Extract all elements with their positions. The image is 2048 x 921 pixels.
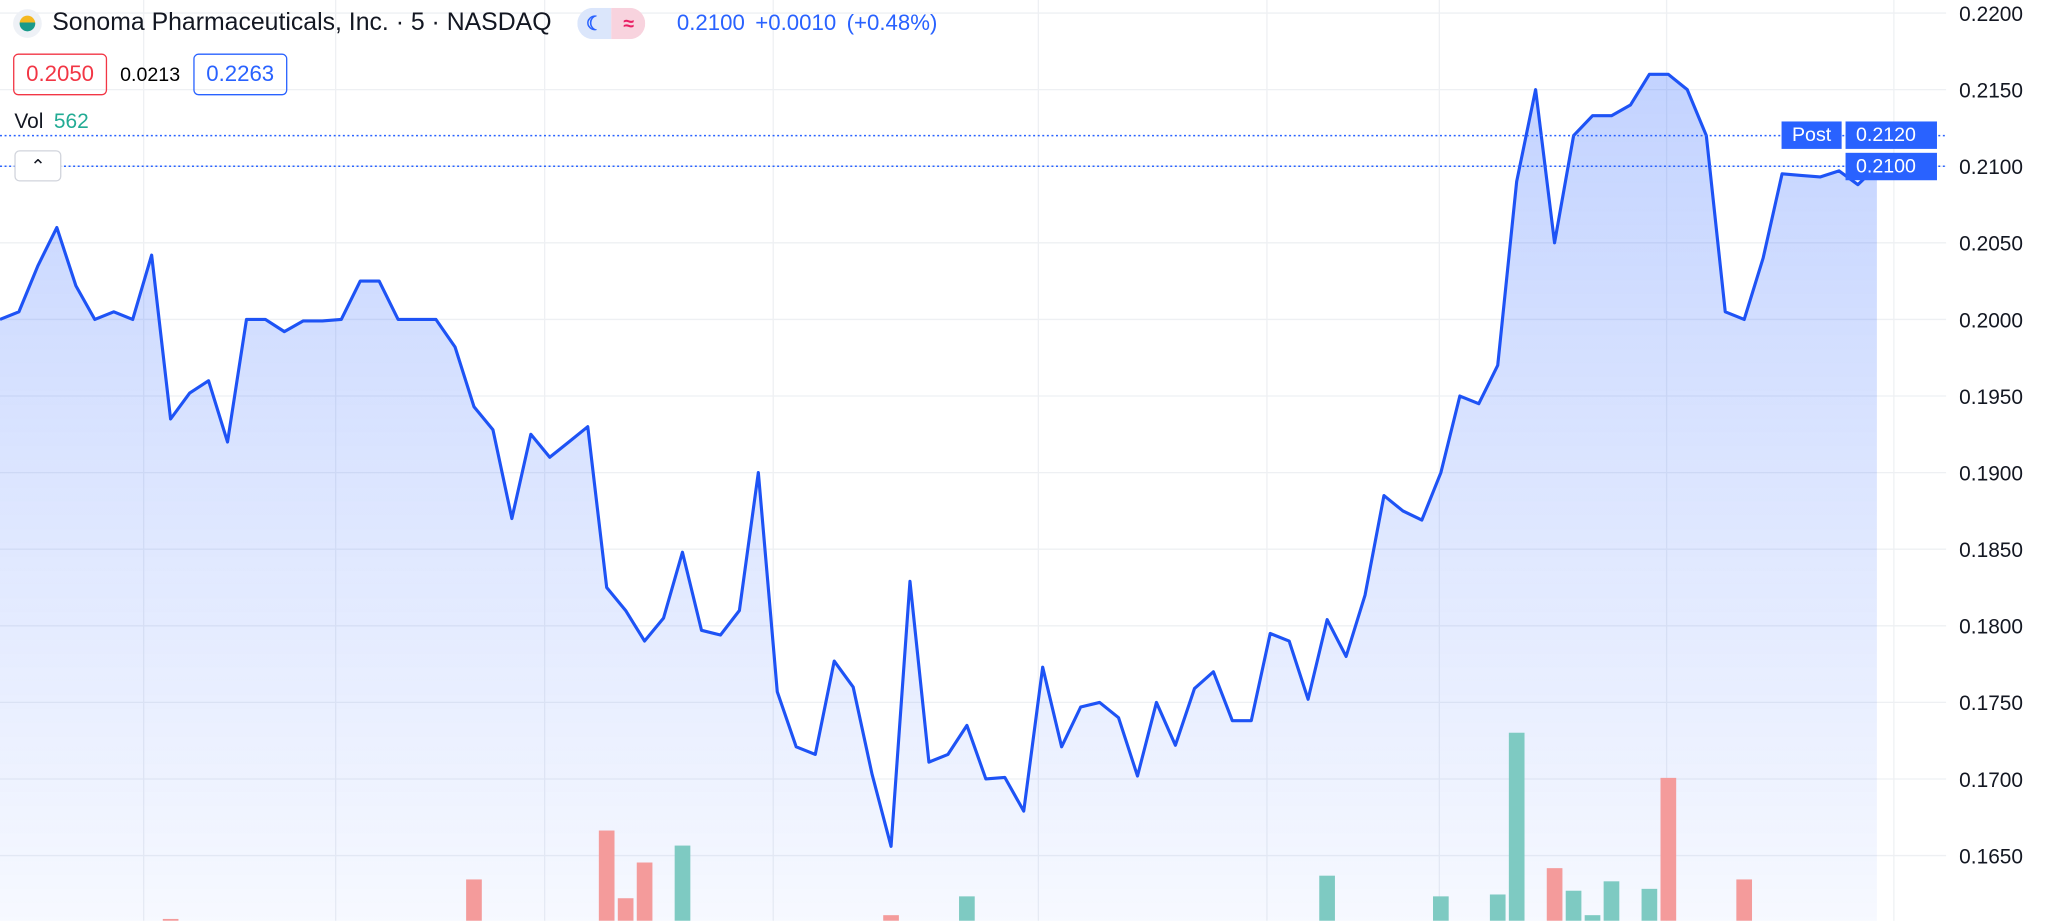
y-tick-label: 0.1650 [1959, 845, 2023, 868]
volume-bar [1565, 890, 1582, 921]
collapse-button[interactable]: ⌃ [14, 150, 62, 182]
ask-button[interactable]: 0.2263 [193, 53, 288, 96]
approx-icon[interactable]: ≈ [611, 7, 646, 40]
volume-bar [674, 845, 691, 921]
volume-bar [1546, 868, 1563, 921]
volume-legend: Vol 562 [14, 111, 88, 135]
company-logo [13, 9, 42, 38]
price-change: +0.0010 [755, 10, 837, 36]
spread: 0.0213 [120, 63, 181, 86]
volume-bar [1433, 896, 1449, 921]
y-tick-label: 0.2050 [1959, 233, 2023, 256]
y-tick-label: 0.2150 [1959, 79, 2023, 102]
volume-bar [1319, 875, 1335, 921]
symbol-header: Sonoma Pharmaceuticals, Inc. · 5 · NASDA… [13, 7, 937, 40]
volume-bar [1603, 881, 1620, 921]
y-tick-label: 0.1950 [1959, 386, 2023, 409]
volume-value: 562 [53, 111, 89, 134]
volume-label: Vol [14, 111, 44, 134]
volume-bar [1736, 879, 1753, 921]
volume-bar [598, 830, 615, 921]
symbol-title[interactable]: Sonoma Pharmaceuticals, Inc. · 5 · NASDA… [52, 9, 552, 37]
quote: 0.2100 +0.0010 (+0.48%) [677, 10, 937, 36]
y-tick-label: 0.2000 [1959, 309, 2023, 332]
last-price: 0.2100 [676, 10, 745, 36]
y-tick-label: 0.2100 [1959, 156, 2023, 179]
volume-bar [1641, 888, 1658, 921]
bid-button[interactable]: 0.2050 [13, 53, 108, 96]
volume-bar [636, 862, 653, 921]
volume-bar [1660, 777, 1677, 921]
chevron-up-icon: ⌃ [30, 154, 46, 176]
volume-bar [617, 898, 634, 921]
volume-bar [162, 918, 179, 921]
volume-bar [959, 896, 975, 921]
volume-bar [466, 879, 482, 921]
y-tick-label: 0.1850 [1959, 539, 2023, 562]
price-area [0, 74, 1877, 921]
volume-bar [1508, 732, 1525, 921]
price-change-pct: (+0.48%) [846, 10, 938, 36]
y-tick-label: 0.2200 [1959, 3, 2023, 26]
bid-ask-row: 0.2050 0.0213 0.2263 [13, 53, 288, 96]
y-tick-label: 0.1800 [1959, 616, 2023, 639]
post-label: Post [1781, 121, 1842, 149]
volume-bar [883, 915, 899, 921]
last-price-label: 0.2100 [1845, 152, 1937, 181]
session-toggle[interactable]: ☾ ≈ [577, 7, 646, 40]
volume-bar [1489, 894, 1506, 921]
y-tick-label: 0.1700 [1959, 769, 2023, 792]
volume-bar [1584, 915, 1601, 921]
y-tick-label: 0.1750 [1959, 692, 2023, 715]
post-price-label: 0.2120 [1845, 121, 1937, 149]
y-tick-label: 0.1900 [1959, 462, 2023, 485]
moon-icon[interactable]: ☾ [577, 7, 612, 40]
price-line [0, 72, 1878, 848]
